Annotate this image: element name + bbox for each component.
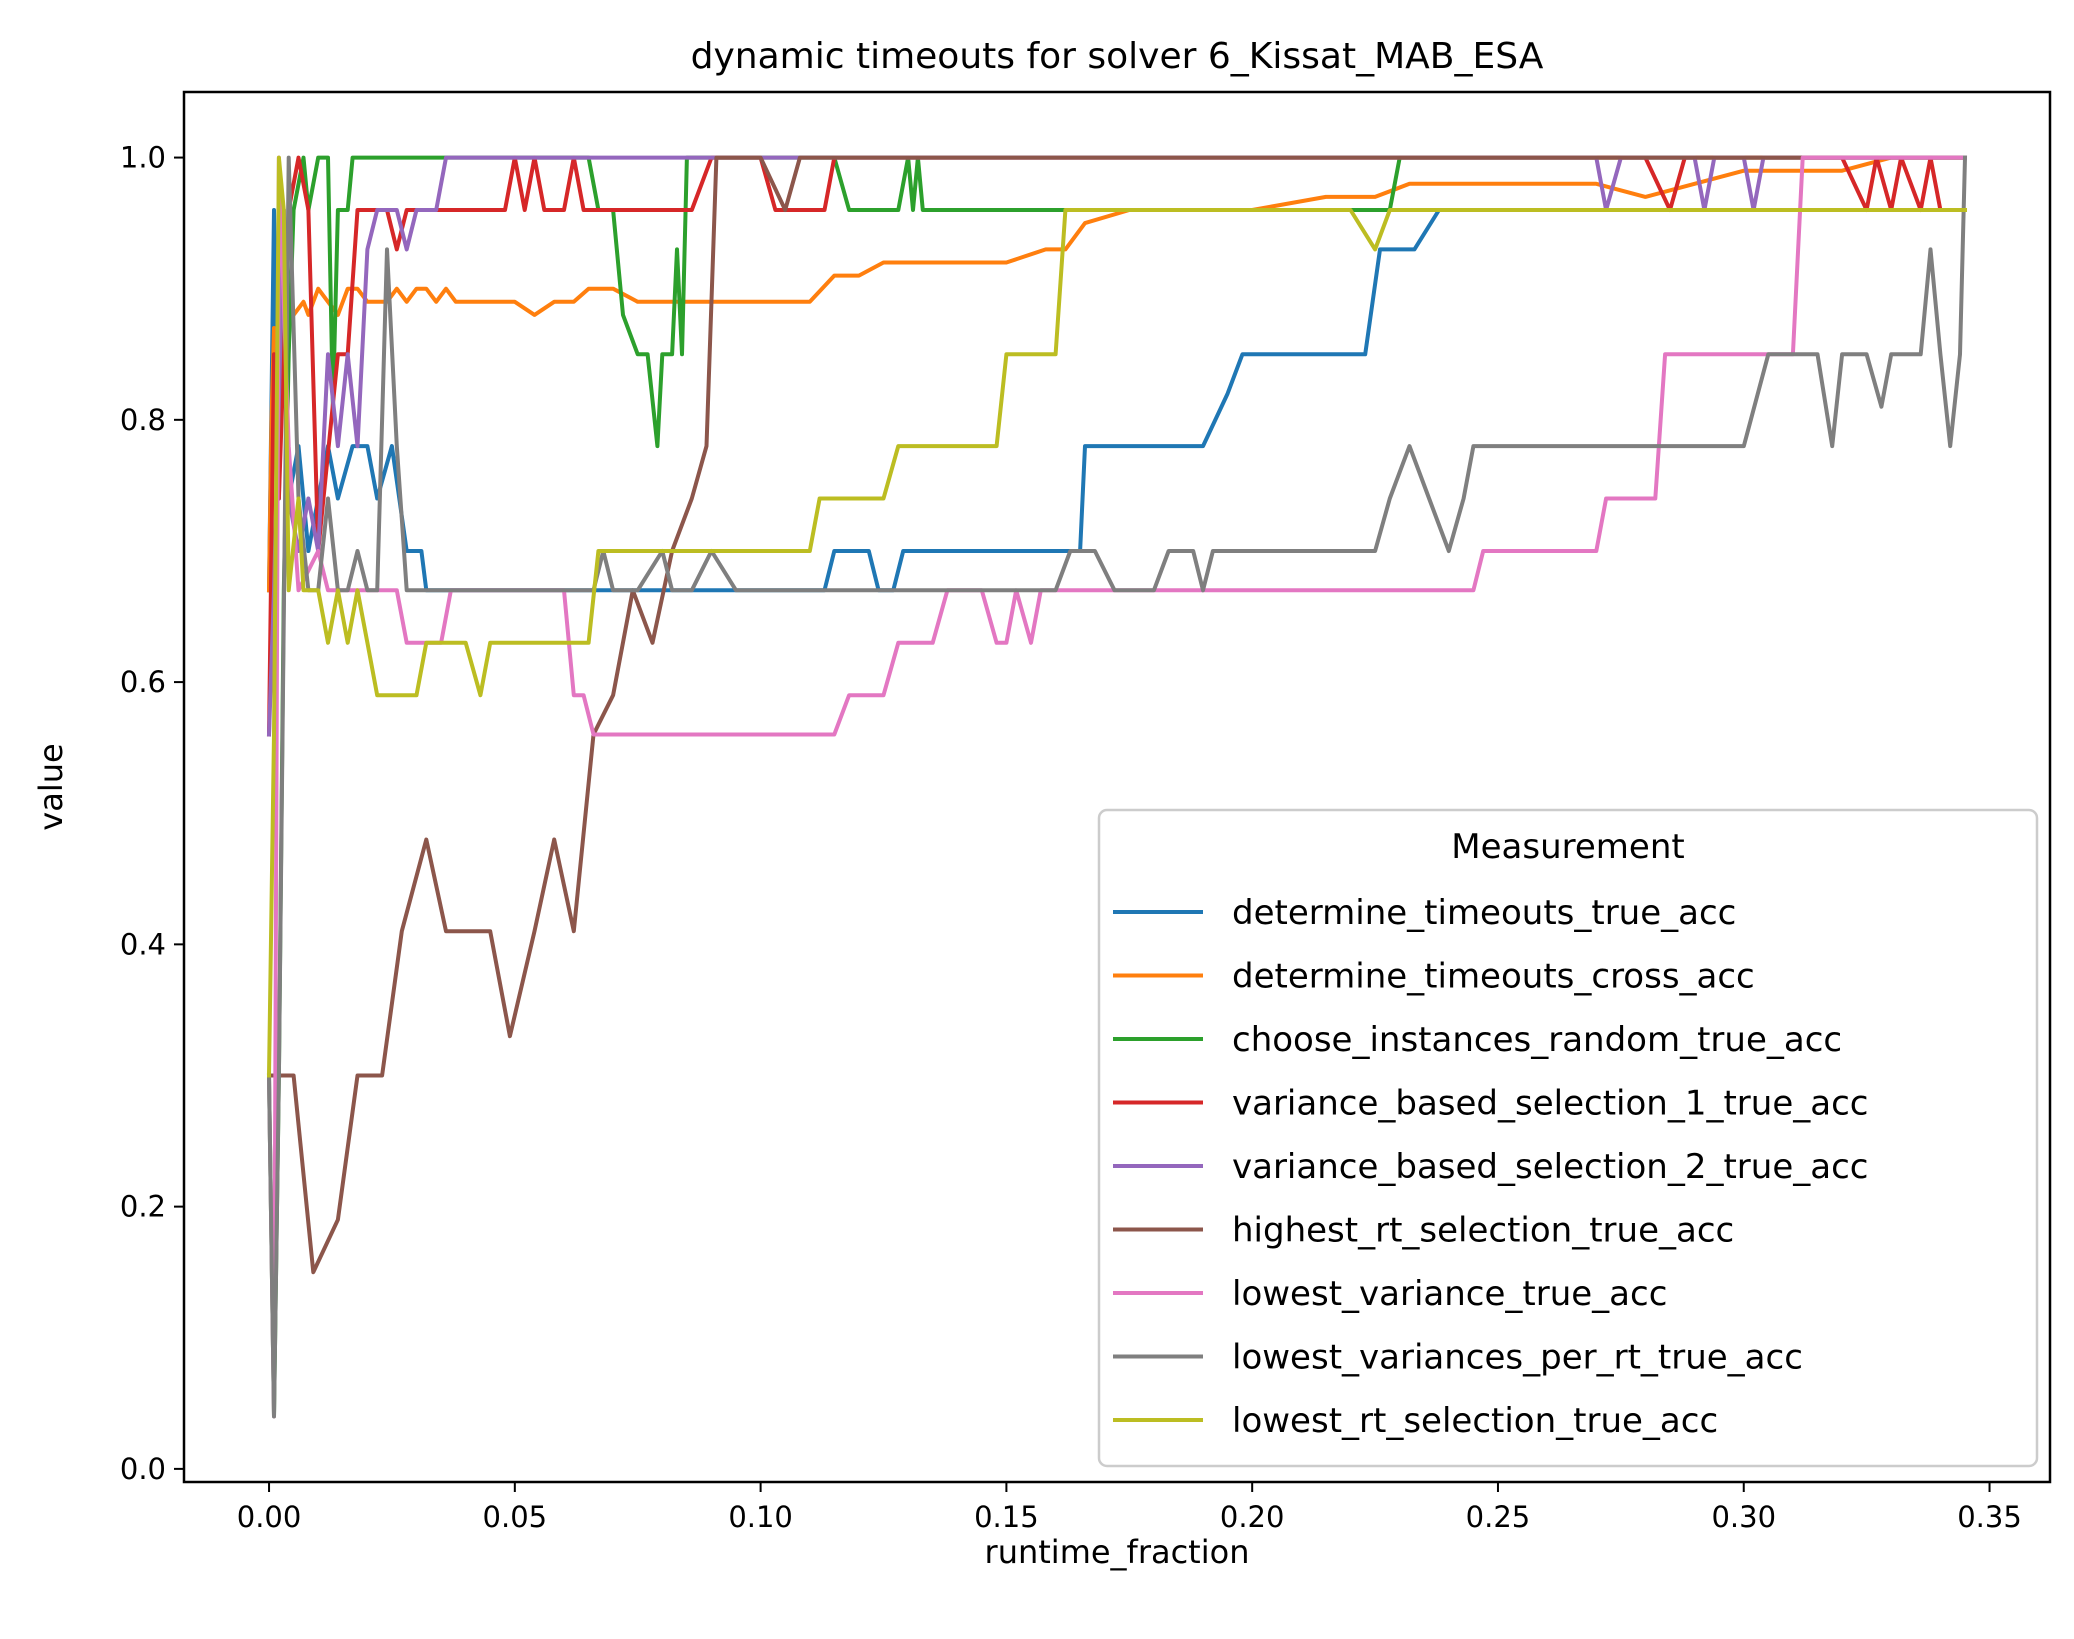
legend-title: Measurement [1451, 827, 1684, 867]
legend-label: determine_timeouts_cross_acc [1232, 957, 1755, 997]
series-lines [266, 155, 1968, 1419]
x-tick-label: 0.30 [1711, 1500, 1776, 1534]
series-line-variance-based-selection-2-true-acc [266, 155, 1967, 737]
legend-label: variance_based_selection_2_true_acc [1232, 1147, 1868, 1187]
legend-label: lowest_variances_per_rt_true_acc [1232, 1338, 1803, 1378]
y-tick-label: 0.4 [120, 927, 166, 961]
series-line-lowest-rt-selection-true-acc [266, 155, 1967, 1078]
y-tick-label: 0.6 [120, 665, 166, 699]
y-tick-label: 1.0 [120, 141, 166, 175]
chart-title: dynamic timeouts for solver 6_Kissat_MAB… [691, 36, 1544, 77]
series-line-choose-instances-random-true-acc [266, 155, 1967, 1419]
x-tick-label: 0.20 [1220, 1500, 1285, 1534]
series-line-variance-based-selection-1-true-acc [266, 155, 1967, 737]
legend-items: determine_timeouts_true_acc determine_tim… [1113, 893, 1868, 1441]
series-line-determine-timeouts-cross-acc [266, 155, 1967, 593]
x-tick-label: 0.35 [1957, 1500, 2022, 1534]
y-axis-label: value [32, 743, 70, 830]
x-tick-label: 0.15 [974, 1500, 1039, 1534]
series-line-lowest-variance-true-acc [266, 155, 1967, 1419]
x-axis: 0.00 0.05 0.10 0.15 0.20 0.25 0.30 0.35 [237, 1482, 2022, 1534]
x-tick-label: 0.05 [483, 1500, 548, 1534]
legend-box [1097, 808, 2039, 1468]
y-axis: 0.0 0.2 0.4 0.6 0.8 1.0 [120, 141, 184, 1486]
x-tick-label: 0.25 [1466, 1500, 1531, 1534]
legend-label: determine_timeouts_true_acc [1232, 893, 1736, 933]
y-tick-label: 0.2 [120, 1190, 166, 1224]
legend: Measurement determine_timeouts_true_accd… [1097, 808, 2039, 1468]
y-tick-label: 0.8 [120, 403, 166, 437]
x-tick-label: 0.10 [728, 1500, 793, 1534]
legend-label: highest_rt_selection_true_acc [1232, 1211, 1734, 1251]
x-tick-label: 0.00 [237, 1500, 302, 1534]
x-axis-label: runtime_fraction [985, 1533, 1250, 1571]
series-line-lowest-variances-per-rt-true-acc [266, 155, 1968, 1419]
legend-label: lowest_variance_true_acc [1232, 1274, 1667, 1314]
legend-label: choose_instances_random_true_acc [1232, 1020, 1842, 1060]
plot-frame [182, 90, 2052, 1484]
y-tick-label: 0.0 [120, 1452, 166, 1486]
legend-label: variance_based_selection_1_true_acc [1232, 1084, 1868, 1124]
legend-label: lowest_rt_selection_true_acc [1232, 1401, 1718, 1441]
series-line-highest-rt-selection-true-acc [267, 155, 1967, 1275]
